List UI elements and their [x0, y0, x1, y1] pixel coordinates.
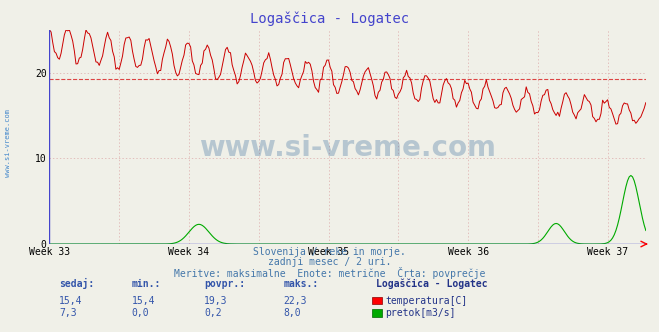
- Text: Logaščica - Logatec: Logaščica - Logatec: [376, 279, 487, 289]
- Text: 15,4: 15,4: [132, 296, 156, 306]
- Text: sedaj:: sedaj:: [59, 278, 94, 289]
- Text: 7,3: 7,3: [59, 308, 77, 318]
- Text: maks.:: maks.:: [283, 279, 318, 289]
- Text: 0,2: 0,2: [204, 308, 222, 318]
- Text: Meritve: maksimalne  Enote: metrične  Črta: povprečje: Meritve: maksimalne Enote: metrične Črta…: [174, 267, 485, 279]
- Text: zadnji mesec / 2 uri.: zadnji mesec / 2 uri.: [268, 257, 391, 267]
- Text: www.si-vreme.com: www.si-vreme.com: [5, 109, 11, 177]
- Text: 8,0: 8,0: [283, 308, 301, 318]
- Text: pretok[m3/s]: pretok[m3/s]: [386, 308, 456, 318]
- Text: Logaščica - Logatec: Logaščica - Logatec: [250, 12, 409, 26]
- Text: 0,0: 0,0: [132, 308, 150, 318]
- Text: 15,4: 15,4: [59, 296, 83, 306]
- Text: 22,3: 22,3: [283, 296, 307, 306]
- Text: 19,3: 19,3: [204, 296, 228, 306]
- Text: povpr.:: povpr.:: [204, 279, 245, 289]
- Text: Slovenija / reke in morje.: Slovenija / reke in morje.: [253, 247, 406, 257]
- Text: www.si-vreme.com: www.si-vreme.com: [199, 134, 496, 162]
- Text: min.:: min.:: [132, 279, 161, 289]
- Text: temperatura[C]: temperatura[C]: [386, 296, 468, 306]
